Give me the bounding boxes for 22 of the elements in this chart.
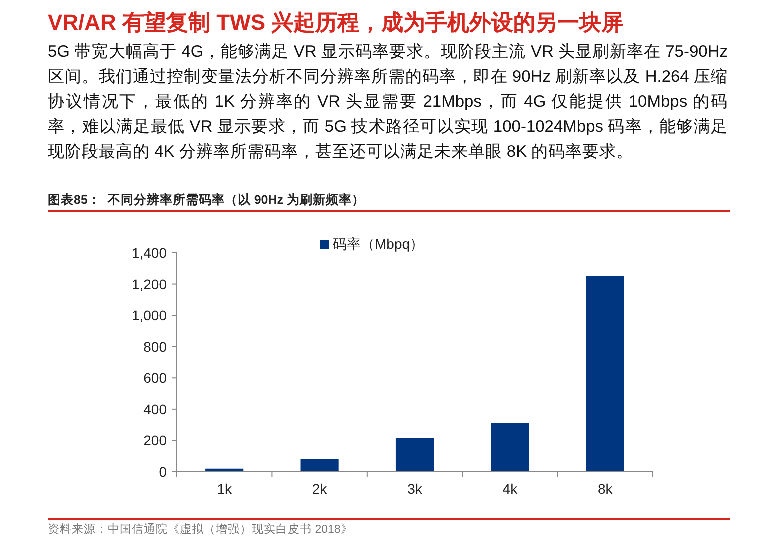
y-tick-label: 600 bbox=[144, 370, 168, 386]
text: 图表85： 不同分辨率所需码率（以 90Hz 为刷新频率） bbox=[48, 192, 365, 209]
bar bbox=[300, 459, 339, 472]
y-tick-label: 1,000 bbox=[132, 308, 168, 324]
bar bbox=[586, 276, 624, 472]
x-tick-label: 2k bbox=[312, 481, 328, 497]
y-tick-label: 200 bbox=[144, 432, 168, 449]
bar bbox=[396, 438, 434, 472]
x-tick-label: 1k bbox=[217, 481, 233, 497]
y-tick-label: 0 bbox=[159, 464, 168, 480]
x-tick-label: 3k bbox=[408, 481, 424, 497]
chart-subtitle: 5G 带宽大幅高于 4G，能够满足 VR 显示码率要求。现阶段主流 VR 头显刷新率在 75-90Hz 区间。我们通过控制变量法分析不同分辨率所需的码率，即在 90Hz 刷新率以及 H.264 压缩协议情况下，最低的 1K 分辨率的 VR 头显需要 21Mbps，而 4G 仅能提供 10Mbps 的码率，难以满足最低 VR 显示要求，而 5G 技术路径可以实现 100-1024Mbps 码率，能够满足现阶段最高的 4K 分辨率所需码率，甚至还可以满足未来单眼 8K 的码率要求。 bbox=[48, 42, 728, 163]
chart-title: VR/AR 有望复制 TWS 兴起历程，成为手机外设的另一块屏 bbox=[48, 9, 624, 37]
y-tick-label: 1,200 bbox=[132, 276, 168, 292]
legend-label: 码率（Mbpq） bbox=[333, 236, 424, 252]
text: 资料来源：中国信通院《虚拟（增强）现实白皮书 2018》 bbox=[48, 522, 353, 537]
y-tick-label: 800 bbox=[144, 338, 168, 355]
x-tick-label: 4k bbox=[502, 481, 519, 497]
x-tick-label: 8k bbox=[598, 481, 614, 497]
y-tick-label: 1,400 bbox=[132, 245, 168, 261]
y-tick-label: 400 bbox=[144, 401, 168, 418]
bar bbox=[491, 424, 530, 472]
